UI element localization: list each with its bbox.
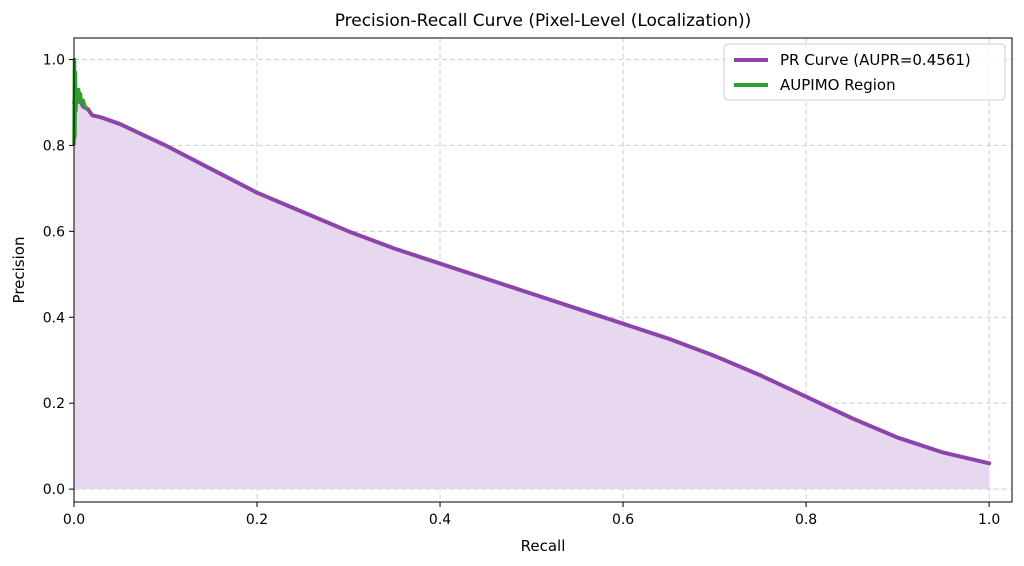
legend-box	[723, 43, 1006, 101]
legend-label: AUPIMO Region	[780, 76, 896, 94]
y-tick-label: 0.2	[43, 396, 65, 412]
x-tick-label: 0.4	[429, 512, 451, 528]
y-tick-label: 0.4	[43, 310, 65, 326]
y-tick-label: 0.0	[43, 482, 65, 498]
x-axis-label: Recall	[521, 537, 566, 555]
chart-title: Precision-Recall Curve (Pixel-Level (Loc…	[335, 11, 752, 31]
plot-frame	[73, 37, 1013, 503]
x-tick-label: 0.6	[612, 512, 634, 528]
y-axis-label: Precision	[10, 237, 28, 304]
x-tick-label: 0.2	[246, 512, 268, 528]
legend-label: PR Curve (AUPR=0.4561)	[780, 51, 971, 69]
y-tick-label: 0.8	[43, 138, 65, 154]
y-tick-label: 1.0	[43, 52, 65, 68]
pr-curve-line	[72, 96, 992, 466]
x-tick-label: 0.8	[795, 512, 817, 528]
ticks: 0.0 0.2 0.4 0.6 0.8 1.0 0.0 0.2 0.4 0.6 0.8 1.0	[43, 52, 1001, 528]
aupimo-region-line	[72, 57, 89, 146]
x-tick-label: 0.0	[63, 512, 85, 528]
series-layer	[72, 57, 992, 490]
x-tick-label: 1.0	[978, 512, 1000, 528]
legend: PR Curve (AUPR=0.4561) AUPIMO Region	[723, 43, 1006, 101]
y-tick-label: 0.6	[43, 224, 65, 240]
